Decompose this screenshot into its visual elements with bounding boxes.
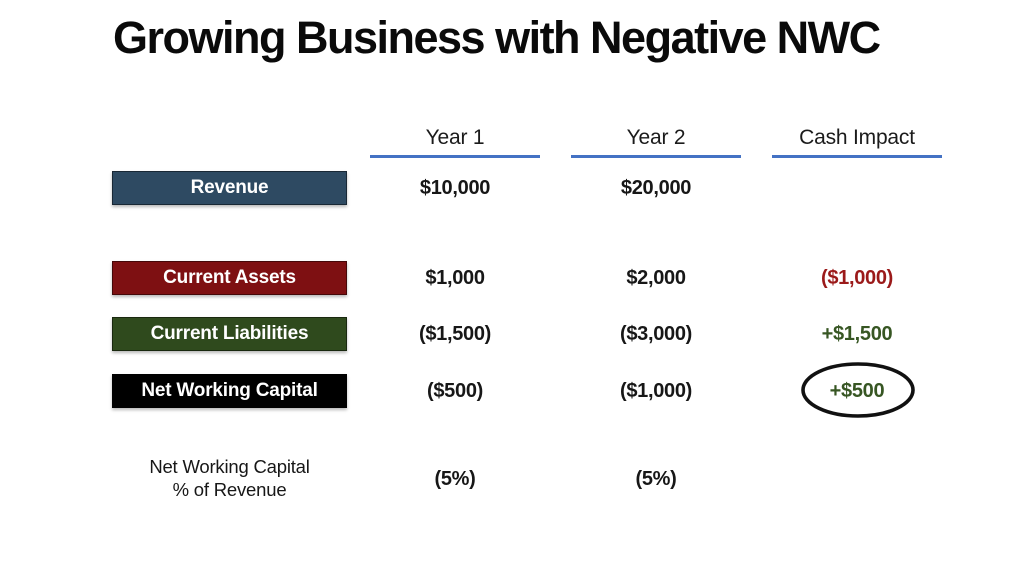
value-nwc-percent-year1: (5%)	[434, 467, 476, 490]
slide-title: Growing Business with Negative NWC	[113, 12, 881, 63]
value-net-working-capital-cash-impact: +$500	[829, 379, 885, 402]
row-label-current-liabilities: Current Liabilities	[112, 317, 347, 351]
value-revenue-year2: $20,000	[620, 176, 692, 199]
table-row-revenue: Revenue $10,000 $20,000	[0, 171, 1024, 205]
table-row-nwc-percent-of-revenue: Net Working Capital % of Revenue (5%) (5…	[0, 450, 1024, 508]
row-label-revenue: Revenue	[112, 171, 347, 205]
table-row-net-working-capital: Net Working Capital ($500) ($1,000) +$50…	[0, 374, 1024, 408]
row-label-current-assets: Current Assets	[112, 261, 347, 295]
row-label-net-working-capital: Net Working Capital	[112, 374, 347, 408]
highlight-ellipse	[801, 362, 915, 418]
column-header-year1-label: Year 1	[425, 126, 485, 149]
table-row-current-liabilities: Current Liabilities ($1,500) ($3,000) +$…	[0, 317, 1024, 351]
column-header-year2-label: Year 2	[626, 126, 686, 149]
value-current-assets-cash-impact: ($1,000)	[820, 266, 894, 289]
value-current-liabilities-year1: ($1,500)	[418, 322, 492, 345]
value-nwc-percent-year2: (5%)	[635, 467, 677, 490]
nwc-percent-label-line1: Net Working Capital	[149, 456, 310, 478]
value-current-assets-year2: $2,000	[626, 266, 686, 289]
column-header-year1: Year 1	[370, 126, 540, 158]
column-header-cash-impact: Cash Impact	[772, 126, 942, 158]
value-net-working-capital-year2: ($1,000)	[619, 379, 693, 402]
nwc-percent-label-line2: % of Revenue	[172, 479, 287, 500]
header-underline-year2	[571, 155, 741, 158]
header-underline-year1	[370, 155, 540, 158]
table-row-current-assets: Current Assets $1,000 $2,000 ($1,000)	[0, 261, 1024, 295]
value-current-assets-year1: $1,000	[425, 266, 485, 289]
column-header-year2: Year 2	[571, 126, 741, 158]
value-revenue-year1: $10,000	[419, 176, 491, 199]
row-label-nwc-percent-of-revenue: Net Working Capital % of Revenue	[112, 450, 347, 508]
value-current-liabilities-cash-impact: +$1,500	[821, 322, 893, 345]
column-header-cash-impact-label: Cash Impact	[799, 126, 915, 149]
header-underline-cash-impact	[772, 155, 942, 158]
value-net-working-capital-year1: ($500)	[426, 379, 483, 402]
value-current-liabilities-year2: ($3,000)	[619, 322, 693, 345]
